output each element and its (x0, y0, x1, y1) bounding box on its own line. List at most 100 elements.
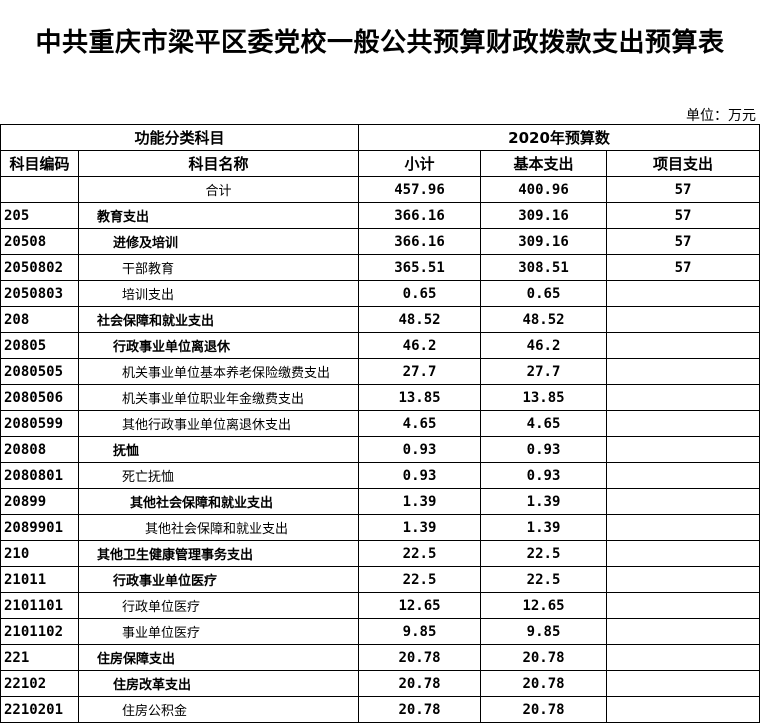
row-basic: 20.78 (480, 644, 608, 671)
header-project: 项目支出 (606, 150, 760, 177)
table-row: 208 社会保障和就业支出 48.52 48.52 (0, 306, 760, 333)
row-basic: 48.52 (480, 306, 608, 333)
row-subtotal: 366.16 (358, 228, 482, 255)
row-basic: 1.39 (480, 514, 608, 541)
page-title: 中共重庆市梁平区委党校一般公共预算财政拨款支出预算表 (35, 28, 725, 58)
row-basic: 20.78 (480, 696, 608, 723)
table-row: 20805 行政事业单位离退休 46.2 46.2 (0, 332, 760, 359)
row-name: 培训支出 (77, 280, 360, 307)
row-code: 2101101 (0, 592, 79, 619)
row-project (606, 696, 760, 723)
row-basic: 9.85 (480, 618, 608, 645)
total-name: 合计 (77, 176, 360, 203)
row-name: 行政事业单位医疗 (77, 566, 360, 593)
row-subtotal: 12.65 (358, 592, 482, 619)
row-subtotal: 22.5 (358, 566, 482, 593)
row-name: 死亡抚恤 (77, 462, 360, 489)
table-row: 2080506 机关事业单位职业年金缴费支出 13.85 13.85 (0, 384, 760, 411)
row-code: 205 (0, 202, 79, 229)
row-subtotal: 27.7 (358, 358, 482, 385)
row-basic: 13.85 (480, 384, 608, 411)
row-project (606, 436, 760, 463)
row-code: 2089901 (0, 514, 79, 541)
total-project: 57 (606, 176, 760, 203)
row-project (606, 384, 760, 411)
row-name: 抚恤 (77, 436, 360, 463)
row-project: 57 (606, 254, 760, 281)
row-basic: 4.65 (480, 410, 608, 437)
row-project (606, 332, 760, 359)
row-subtotal: 4.65 (358, 410, 482, 437)
row-subtotal: 0.93 (358, 462, 482, 489)
row-project (606, 514, 760, 541)
total-basic: 400.96 (480, 176, 608, 203)
row-name: 其他社会保障和就业支出 (77, 514, 360, 541)
row-name: 机关事业单位基本养老保险缴费支出 (77, 358, 360, 385)
table-row: 2210201 住房公积金 20.78 20.78 (0, 696, 760, 723)
table-row: 20808 抚恤 0.93 0.93 (0, 436, 760, 463)
row-project: 57 (606, 202, 760, 229)
row-project (606, 462, 760, 489)
table-row: 20508 进修及培训 366.16 309.16 57 (0, 228, 760, 255)
row-project (606, 566, 760, 593)
row-subtotal: 20.78 (358, 696, 482, 723)
header-subtotal: 小计 (358, 150, 482, 177)
row-code: 2210201 (0, 696, 79, 723)
row-basic: 22.5 (480, 540, 608, 567)
header-name: 科目名称 (77, 150, 360, 177)
row-project (606, 592, 760, 619)
row-project (606, 410, 760, 437)
total-code (0, 176, 79, 203)
row-project (606, 306, 760, 333)
row-subtotal: 1.39 (358, 488, 482, 515)
table-row: 2089901 其他社会保障和就业支出 1.39 1.39 (0, 514, 760, 541)
row-name: 干部教育 (77, 254, 360, 281)
row-code: 210 (0, 540, 79, 567)
row-basic: 46.2 (480, 332, 608, 359)
row-code: 20808 (0, 436, 79, 463)
row-code: 2101102 (0, 618, 79, 645)
table-row: 2050802 干部教育 365.51 308.51 57 (0, 254, 760, 281)
row-code: 2050802 (0, 254, 79, 281)
row-code: 221 (0, 644, 79, 671)
budget-table: 功能分类科目 2020年预算数 科目编码 科目名称 小计 基本支出 项目支出 合… (0, 124, 760, 723)
total-subtotal: 457.96 (358, 176, 482, 203)
header-budget-2020: 2020年预算数 (358, 124, 760, 151)
unit-label: 单位：万元 (686, 108, 756, 124)
header-row-columns: 科目编码 科目名称 小计 基本支出 项目支出 (0, 150, 760, 177)
total-row: 合计 457.96 400.96 57 (0, 176, 760, 203)
row-project: 57 (606, 228, 760, 255)
row-name: 行政事业单位离退休 (77, 332, 360, 359)
row-code: 20805 (0, 332, 79, 359)
row-name: 其他行政事业单位离退休支出 (77, 410, 360, 437)
row-name: 进修及培训 (77, 228, 360, 255)
table-row: 221 住房保障支出 20.78 20.78 (0, 644, 760, 671)
table-row: 2080505 机关事业单位基本养老保险缴费支出 27.7 27.7 (0, 358, 760, 385)
row-subtotal: 1.39 (358, 514, 482, 541)
row-basic: 0.65 (480, 280, 608, 307)
table-row: 2101102 事业单位医疗 9.85 9.85 (0, 618, 760, 645)
row-project (606, 280, 760, 307)
header-function-category: 功能分类科目 (0, 124, 360, 151)
row-subtotal: 9.85 (358, 618, 482, 645)
row-subtotal: 46.2 (358, 332, 482, 359)
row-name: 事业单位医疗 (77, 618, 360, 645)
row-code: 2050803 (0, 280, 79, 307)
table-row: 20899 其他社会保障和就业支出 1.39 1.39 (0, 488, 760, 515)
table-row: 210 其他卫生健康管理事务支出 22.5 22.5 (0, 540, 760, 567)
table-row: 2101101 行政单位医疗 12.65 12.65 (0, 592, 760, 619)
row-name: 社会保障和就业支出 (77, 306, 360, 333)
row-subtotal: 20.78 (358, 644, 482, 671)
header-row-group: 功能分类科目 2020年预算数 (0, 124, 760, 151)
row-subtotal: 0.65 (358, 280, 482, 307)
row-basic: 308.51 (480, 254, 608, 281)
row-name: 其他卫生健康管理事务支出 (77, 540, 360, 567)
row-subtotal: 13.85 (358, 384, 482, 411)
row-basic: 0.93 (480, 462, 608, 489)
row-code: 20508 (0, 228, 79, 255)
header-basic: 基本支出 (480, 150, 608, 177)
row-subtotal: 366.16 (358, 202, 482, 229)
header-code: 科目编码 (0, 150, 79, 177)
row-name: 住房改革支出 (77, 670, 360, 697)
row-code: 2080506 (0, 384, 79, 411)
